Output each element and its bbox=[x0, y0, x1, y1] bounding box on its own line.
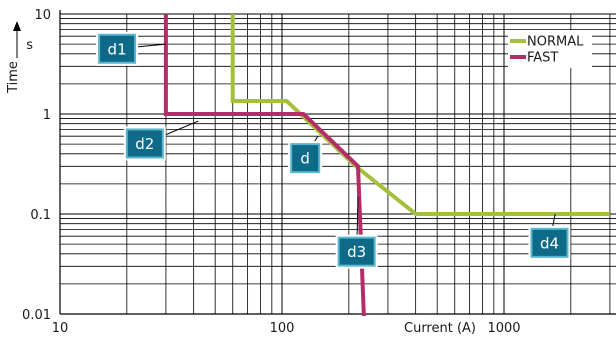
y-tick-label: 10 bbox=[34, 8, 51, 23]
series-fast-line bbox=[163, 14, 366, 316]
legend-label-fast: FAST bbox=[527, 51, 558, 66]
annotation-box-d2 bbox=[125, 128, 164, 159]
series-lines bbox=[163, 14, 610, 316]
y-tick-label: 0.1 bbox=[30, 208, 51, 223]
annotation-label-d3: d3 bbox=[347, 243, 366, 261]
annotation-label-d2: d2 bbox=[135, 135, 154, 153]
annotations: d1 d2 d d3 d4 bbox=[96, 31, 571, 269]
annotation-label-d: d bbox=[300, 150, 310, 168]
x-axis-label: Current (A) bbox=[404, 321, 476, 336]
y-tick-label: 0.01 bbox=[22, 308, 51, 323]
y-axis-label: Time bbox=[6, 61, 21, 94]
annotation-box-d1 bbox=[98, 33, 137, 64]
annotation-label-d4: d4 bbox=[540, 234, 559, 252]
axes: s Current (A) 10 100 1000 10 1 0.1 0.01 Time bbox=[6, 8, 521, 336]
annotation-label-d1: d1 bbox=[108, 40, 127, 58]
y-axis-unit: s bbox=[26, 38, 33, 53]
y-tick-label: 1 bbox=[43, 108, 51, 123]
annotation-box-d4 bbox=[530, 227, 569, 258]
legend-label-normal: NORMAL bbox=[527, 35, 584, 50]
annotation-box-d3 bbox=[337, 236, 376, 267]
y-axis-arrow-head bbox=[13, 21, 21, 31]
annotation-box-d bbox=[290, 143, 321, 174]
x-tick-label: 100 bbox=[270, 321, 295, 336]
legend-background bbox=[508, 30, 592, 68]
x-tick-label: 10 bbox=[52, 321, 69, 336]
x-tick-label: 1000 bbox=[487, 321, 520, 336]
